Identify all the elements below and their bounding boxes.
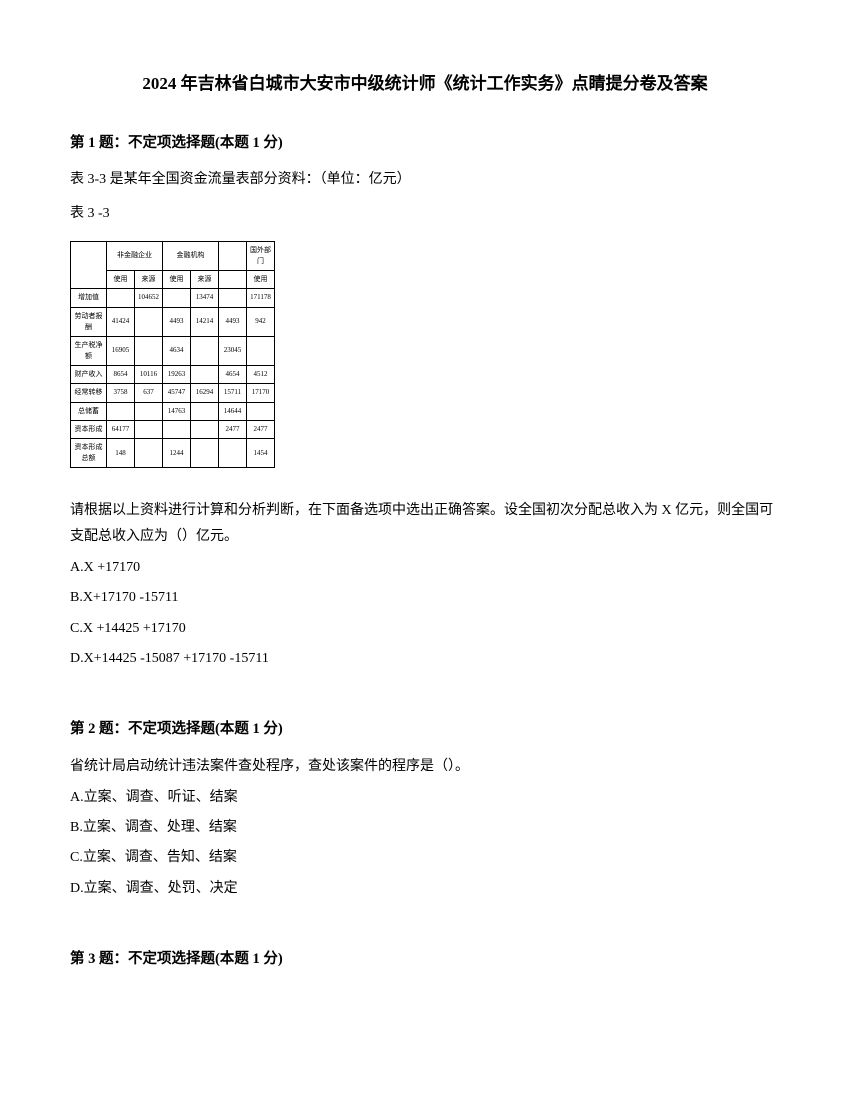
table-row: 生产税净额 16905 4634 23045 bbox=[71, 336, 275, 365]
q1-option-b: B.X+17170 -15711 bbox=[70, 587, 780, 609]
q2-option-c: C.立案、调查、告知、结案 bbox=[70, 847, 780, 869]
q1-option-d: D.X+14425 -15087 +17170 -15711 bbox=[70, 648, 780, 670]
table-row: 经常转移 3758 637 45747 16294 15711 17170 bbox=[71, 384, 275, 402]
table-row: 劳动者报酬 41424 4493 14214 4493 942 bbox=[71, 307, 275, 336]
table-row: 总储蓄 14763 14644 bbox=[71, 402, 275, 420]
table-row: 财产收入 8654 10116 19263 4654 4512 bbox=[71, 366, 275, 384]
q2-question: 省统计局启动统计违法案件查处程序，查处该案件的程序是（）。 bbox=[70, 754, 780, 779]
q1-header: 第 1 题：不定项选择题(本题 1 分) bbox=[70, 132, 780, 155]
page-title: 2024 年吉林省白城市大安市中级统计师《统计工作实务》点睛提分卷及答案 bbox=[70, 70, 780, 97]
q1-intro2: 表 3 -3 bbox=[70, 201, 780, 226]
q1-intro1: 表 3-3 是某年全国资金流量表部分资料：（单位：亿元） bbox=[70, 167, 780, 192]
q2-header: 第 2 题：不定项选择题(本题 1 分) bbox=[70, 718, 780, 741]
q1-option-c: C.X +14425 +17170 bbox=[70, 618, 780, 640]
table-row: 资本形成 64177 2477 2477 bbox=[71, 420, 275, 438]
q1-option-a: A.X +17170 bbox=[70, 557, 780, 579]
q2-option-a: A.立案、调查、听证、结案 bbox=[70, 787, 780, 809]
table-row: 资本形成总额 148 1244 1454 bbox=[71, 439, 275, 468]
table-row: 增加值 104652 13474 171178 bbox=[71, 289, 275, 307]
q3-header: 第 3 题：不定项选择题(本题 1 分) bbox=[70, 948, 780, 971]
data-table: 非金融企业 金融机构 国外部门 使用 来源 使用 来源 使用 增加值 10465… bbox=[70, 241, 275, 469]
data-table-container: 非金融企业 金融机构 国外部门 使用 来源 使用 来源 使用 增加值 10465… bbox=[70, 241, 780, 469]
table-header-row1: 非金融企业 金融机构 国外部门 bbox=[71, 241, 275, 270]
q1-question: 请根据以上资料进行计算和分析判断，在下面备选项中选出正确答案。设全国初次分配总收… bbox=[70, 498, 780, 548]
q2-option-b: B.立案、调查、处理、结案 bbox=[70, 817, 780, 839]
q2-option-d: D.立案、调查、处罚、决定 bbox=[70, 878, 780, 900]
